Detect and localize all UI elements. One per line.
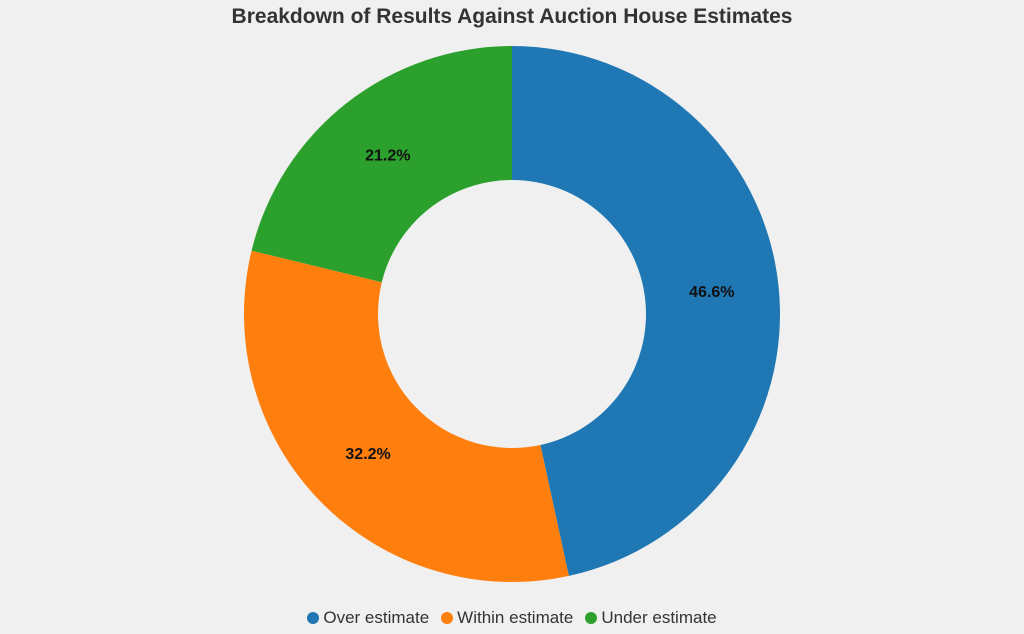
slice-label-under-estimate: 21.2% — [365, 147, 410, 164]
chart-title: Breakdown of Results Against Auction Hou… — [231, 5, 793, 28]
legend-label: Under estimate — [601, 608, 717, 627]
legend-item-under-estimate[interactable]: Under estimate — [585, 608, 717, 628]
legend-label: Within estimate — [457, 608, 574, 627]
chart-legend: Over estimate Within estimate Under estima… — [0, 606, 1024, 630]
legend-item-within-estimate[interactable]: Within estimate — [441, 608, 573, 628]
legend-label: Over estimate — [323, 608, 430, 627]
legend-marker-icon — [307, 612, 320, 624]
legend-item-over-estimate[interactable]: Over estimate — [307, 608, 429, 628]
legend-marker-icon — [585, 612, 598, 624]
legend-marker-icon — [441, 612, 454, 624]
donut-slice-under-estimate[interactable] — [251, 46, 512, 283]
donut-slice-within-estimate[interactable] — [244, 250, 569, 582]
slice-label-within-estimate: 32.2% — [345, 446, 390, 463]
donut-slice-over-estimate[interactable] — [512, 46, 780, 576]
slice-label-over-estimate: 46.6% — [689, 284, 734, 301]
